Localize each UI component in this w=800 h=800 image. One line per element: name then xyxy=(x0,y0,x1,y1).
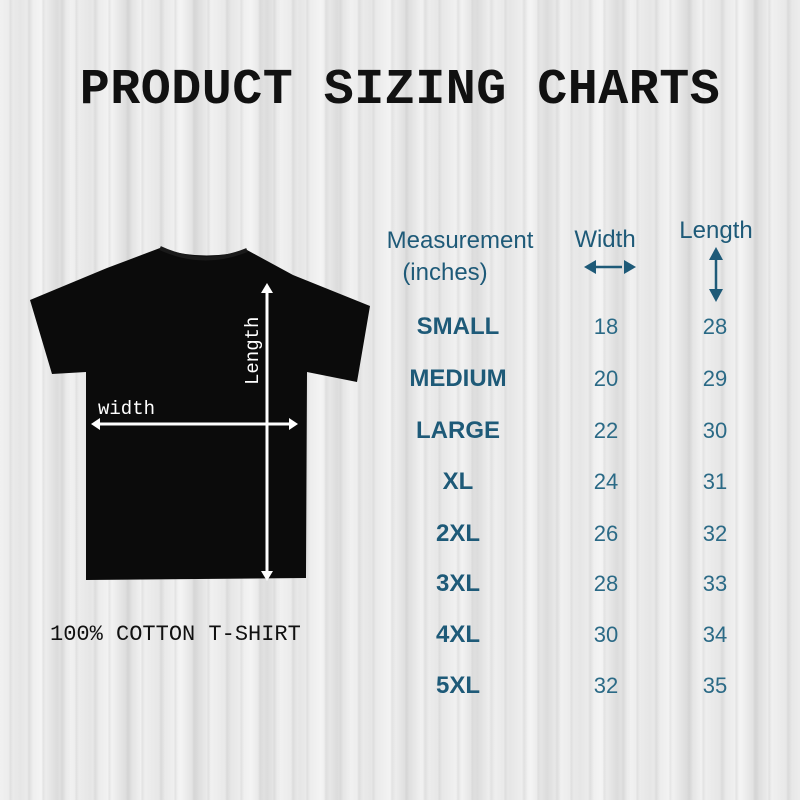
length-header: Length xyxy=(679,217,753,244)
length-arrow xyxy=(261,283,273,581)
size-label: SMALL xyxy=(416,313,500,340)
length-value: 30 xyxy=(702,418,728,443)
width-value: 24 xyxy=(593,469,619,494)
width-header: Width xyxy=(574,226,636,253)
width-arrow xyxy=(91,418,298,430)
length-value: 29 xyxy=(702,366,728,391)
size-label: 4XL xyxy=(435,621,480,648)
length-value: 28 xyxy=(702,314,728,339)
size-label: MEDIUM xyxy=(409,365,507,392)
measurement-header: Measurement xyxy=(386,227,534,254)
width-header-arrow xyxy=(584,260,636,274)
units-header: (inches) xyxy=(402,259,488,286)
size-label: 5XL xyxy=(435,672,480,699)
length-header-arrow xyxy=(709,247,723,302)
width-value: 26 xyxy=(593,521,619,546)
tshirt-shape xyxy=(30,248,370,580)
width-value: 28 xyxy=(593,571,619,596)
width-value: 32 xyxy=(593,673,619,698)
width-value: 22 xyxy=(593,418,619,443)
length-value: 33 xyxy=(702,571,728,596)
page-title: PRODUCT SIZING CHARTS xyxy=(79,62,721,119)
length-value: 35 xyxy=(702,673,728,698)
size-label: XL xyxy=(442,468,474,495)
size-label: 2XL xyxy=(435,520,480,547)
width-value: 18 xyxy=(593,314,619,339)
width-value: 20 xyxy=(593,366,619,391)
length-value: 31 xyxy=(702,469,728,494)
length-value: 34 xyxy=(702,622,728,647)
width-label: width xyxy=(98,398,155,420)
product-caption: 100% COTTON T-SHIRT xyxy=(50,622,301,647)
length-label: Length xyxy=(242,317,264,385)
size-label: 3XL xyxy=(435,570,480,597)
length-value: 32 xyxy=(702,521,728,546)
width-value: 30 xyxy=(593,622,619,647)
size-label: LARGE xyxy=(416,417,500,444)
